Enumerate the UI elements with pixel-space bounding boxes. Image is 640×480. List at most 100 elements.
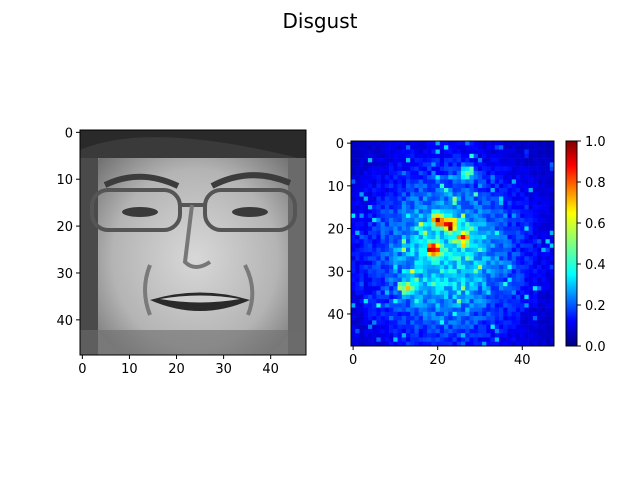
heatmap-cell — [422, 341, 428, 347]
heatmap-cell — [410, 281, 415, 287]
heatmap-cell — [494, 303, 500, 308]
heatmap-cell — [384, 166, 390, 172]
heatmap-cell — [367, 286, 373, 291]
heatmap-cell — [359, 187, 364, 193]
heatmap-cell — [401, 149, 407, 155]
heatmap-cell — [482, 294, 487, 300]
heatmap-cell — [448, 179, 453, 185]
heatmap-cell — [520, 337, 525, 343]
heatmap-cell — [384, 158, 390, 163]
heatmap-cell — [393, 192, 398, 197]
heatmap-cell — [486, 158, 491, 163]
heatmap-cell — [486, 290, 491, 296]
heatmap-cell — [515, 166, 521, 172]
heatmap-cell — [477, 175, 483, 180]
heatmap-cell — [490, 269, 496, 274]
heatmap-cell — [397, 290, 403, 296]
heatmap-cell — [363, 222, 369, 227]
heatmap-cell — [473, 320, 479, 325]
heatmap-cell — [499, 175, 504, 180]
heatmap-cell — [422, 294, 428, 300]
heatmap-cell — [359, 230, 364, 236]
heatmap-cell — [541, 328, 546, 334]
heatmap-cell — [355, 209, 360, 214]
heatmap-cell — [549, 324, 555, 330]
heatmap-cell — [511, 166, 517, 172]
heatmap-cell — [469, 205, 474, 210]
heatmap-cell — [452, 183, 458, 189]
heatmap-cell — [511, 269, 517, 274]
heatmap-cell — [439, 209, 445, 214]
heatmap-cell — [511, 252, 517, 257]
heatmap-cell — [431, 299, 436, 304]
heatmap-cell — [486, 286, 491, 291]
heatmap-cell — [372, 183, 377, 189]
heatmap-cell — [397, 166, 403, 172]
heatmap-cell — [549, 243, 555, 249]
heatmap-cell — [465, 307, 470, 313]
heatmap-cell — [460, 303, 466, 308]
heatmap-cell — [418, 183, 424, 189]
heatmap-cell — [355, 226, 360, 231]
heatmap-cell — [537, 179, 542, 185]
heatmap-cell — [507, 187, 513, 193]
heatmap-cell — [490, 307, 496, 313]
heatmap-cell — [431, 213, 436, 219]
heatmap-cell — [537, 239, 542, 244]
heatmap-cell — [452, 277, 458, 283]
heatmap-cell — [448, 209, 453, 214]
heatmap-cell — [359, 141, 364, 146]
heatmap-cell — [549, 187, 555, 193]
heatmap-cell — [351, 200, 356, 206]
heatmap-cell — [397, 213, 403, 219]
colorbar-tick-label-1: 0.2 — [585, 299, 606, 314]
heatmap-cell — [405, 209, 411, 214]
heatmap-cell — [427, 149, 432, 155]
heatmap-cell — [431, 158, 436, 163]
heatmap-cell — [541, 213, 546, 219]
heatmap-cell — [351, 141, 356, 146]
heatmap-cell — [359, 252, 364, 257]
colorbar-tick-label-3: 0.6 — [585, 217, 606, 232]
heatmap-cell — [422, 226, 428, 231]
heatmap-cell — [410, 200, 415, 206]
heatmap-cell — [482, 213, 487, 219]
heatmap-cell — [460, 175, 466, 180]
heatmap-cell — [460, 247, 466, 253]
heatmap-cell — [448, 320, 453, 325]
heatmap-cell — [507, 277, 513, 283]
heatmap-cell — [511, 294, 517, 300]
heatmap-cell — [499, 256, 504, 261]
heatmap-cell — [473, 281, 479, 287]
heatmap-cell — [460, 277, 466, 283]
heatmap-cell — [351, 153, 356, 159]
heatmap-cell — [490, 226, 496, 231]
heatmap-cell — [448, 239, 453, 244]
heatmap-cell — [410, 337, 415, 343]
heatmap-cell — [414, 141, 419, 146]
heatmap-cell — [351, 328, 356, 334]
heatmap-cell — [405, 273, 411, 278]
heatmap-cell — [456, 183, 462, 189]
heatmap-cell — [528, 316, 534, 321]
heatmap-cell — [405, 286, 411, 291]
heatmap-cell — [431, 341, 436, 347]
heatmap-cell — [486, 200, 491, 206]
heatmap-cell — [351, 260, 356, 266]
heatmap-cell — [389, 316, 394, 321]
heatmap-cell — [482, 277, 487, 283]
heatmap-cell — [393, 294, 398, 300]
heatmap-cell — [507, 158, 513, 163]
heatmap-cell — [439, 333, 445, 338]
heatmap-cell — [405, 252, 411, 257]
heatmap-cell — [460, 230, 466, 236]
heatmap-cell — [482, 187, 487, 193]
heatmap-cell — [507, 239, 513, 244]
heatmap-cell — [511, 299, 517, 304]
heatmap-cell — [435, 141, 441, 146]
heatmap-cell — [389, 333, 394, 338]
heatmap-cell — [452, 299, 458, 304]
heatmap-cell — [520, 281, 525, 287]
heatmap-cell — [405, 260, 411, 266]
heatmap-cell — [549, 158, 555, 163]
